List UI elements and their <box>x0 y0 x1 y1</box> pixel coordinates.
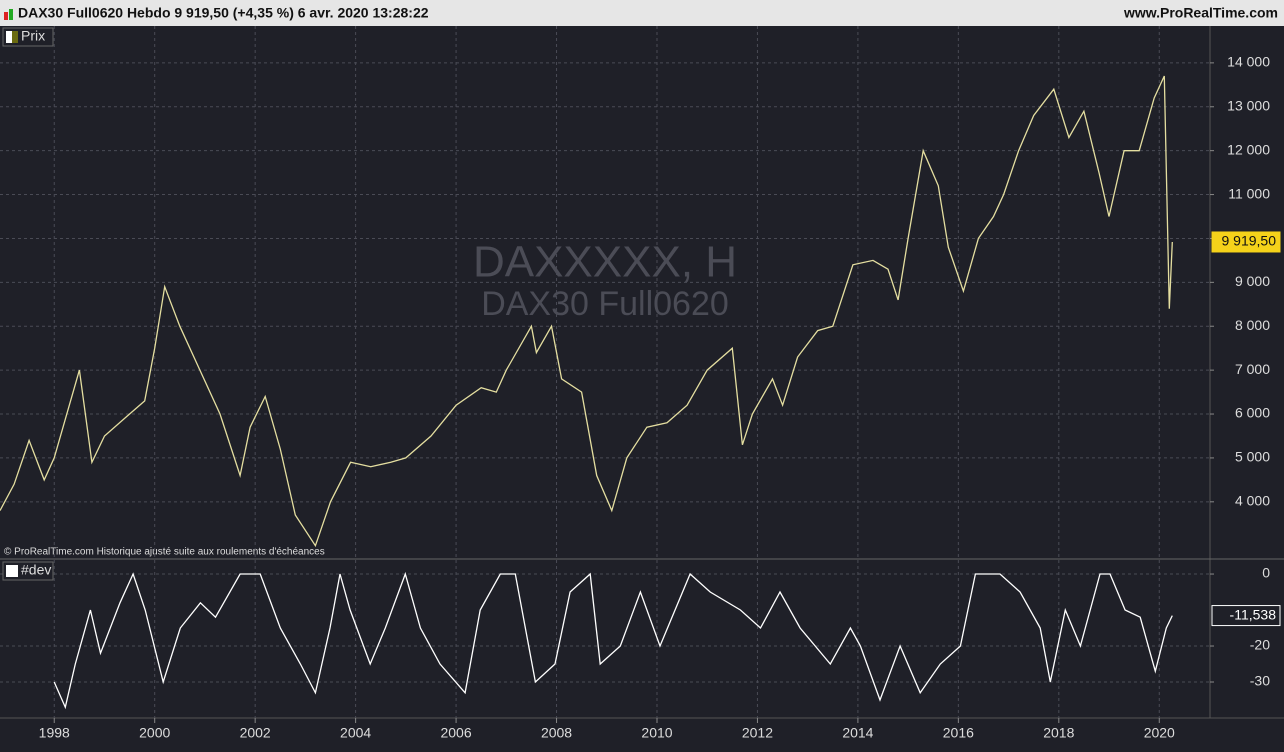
x-tick-label: 2006 <box>440 725 471 741</box>
x-tick-label: 2020 <box>1144 725 1175 741</box>
last-value-box <box>1211 605 1281 627</box>
series-line <box>53 571 1173 710</box>
x-tick-label: 2002 <box>240 725 271 741</box>
y-tick-label: -30 <box>1250 673 1270 689</box>
y-tick-label: 7 000 <box>1235 361 1270 377</box>
note: © ProRealTime.com Historique ajusté suit… <box>4 547 325 558</box>
y-tick-label: 5 000 <box>1235 449 1270 465</box>
legend-label: Prix <box>21 28 45 44</box>
top-bar <box>0 0 1284 26</box>
x-tick-label: 2008 <box>541 725 572 741</box>
legend-label: #dev <box>21 562 51 578</box>
legend-swatch <box>12 31 18 43</box>
legend-swatch <box>6 565 12 577</box>
y-tick-label: 13 000 <box>1227 97 1270 113</box>
last-value-label: 9 919,50 <box>1222 233 1277 249</box>
x-tick-label: 2018 <box>1043 725 1074 741</box>
y-tick-label: 0 <box>1262 565 1270 581</box>
site: www.ProRealTime.com <box>1123 5 1278 21</box>
watermark-sub: DAX30 Full0620 <box>481 285 729 323</box>
y-tick-label: -20 <box>1250 637 1270 653</box>
x-tick-label: 2014 <box>842 725 873 741</box>
y-tick-label: 12 000 <box>1227 141 1270 157</box>
last-value-box <box>1211 231 1281 253</box>
y-tick-label: 4 000 <box>1235 493 1270 509</box>
y-tick-label: 6 000 <box>1235 405 1270 421</box>
x-tick-label: 2004 <box>340 725 371 741</box>
x-tick-label: 2016 <box>943 725 974 741</box>
legend-swatch <box>6 31 12 43</box>
y-tick-label: 9 000 <box>1235 273 1270 289</box>
icon <box>4 12 8 20</box>
x-tick-label: 2012 <box>742 725 773 741</box>
watermark: DAXXXXX, H <box>473 238 737 287</box>
icon <box>9 9 13 20</box>
x-tick-label: 2000 <box>139 725 170 741</box>
y-tick-label: 14 000 <box>1227 54 1270 70</box>
title: DAX30 Full0620 Hebdo 9 919,50 (+4,35 %) … <box>18 5 429 21</box>
last-value-label: -11,538 <box>1230 606 1277 622</box>
x-tick-label: 2010 <box>641 725 672 741</box>
y-tick-label: 8 000 <box>1235 317 1270 333</box>
y-tick-label: 11 000 <box>1228 185 1270 201</box>
legend-swatch <box>12 565 18 577</box>
series-line <box>0 75 1173 548</box>
x-tick-label: 1998 <box>39 725 70 741</box>
